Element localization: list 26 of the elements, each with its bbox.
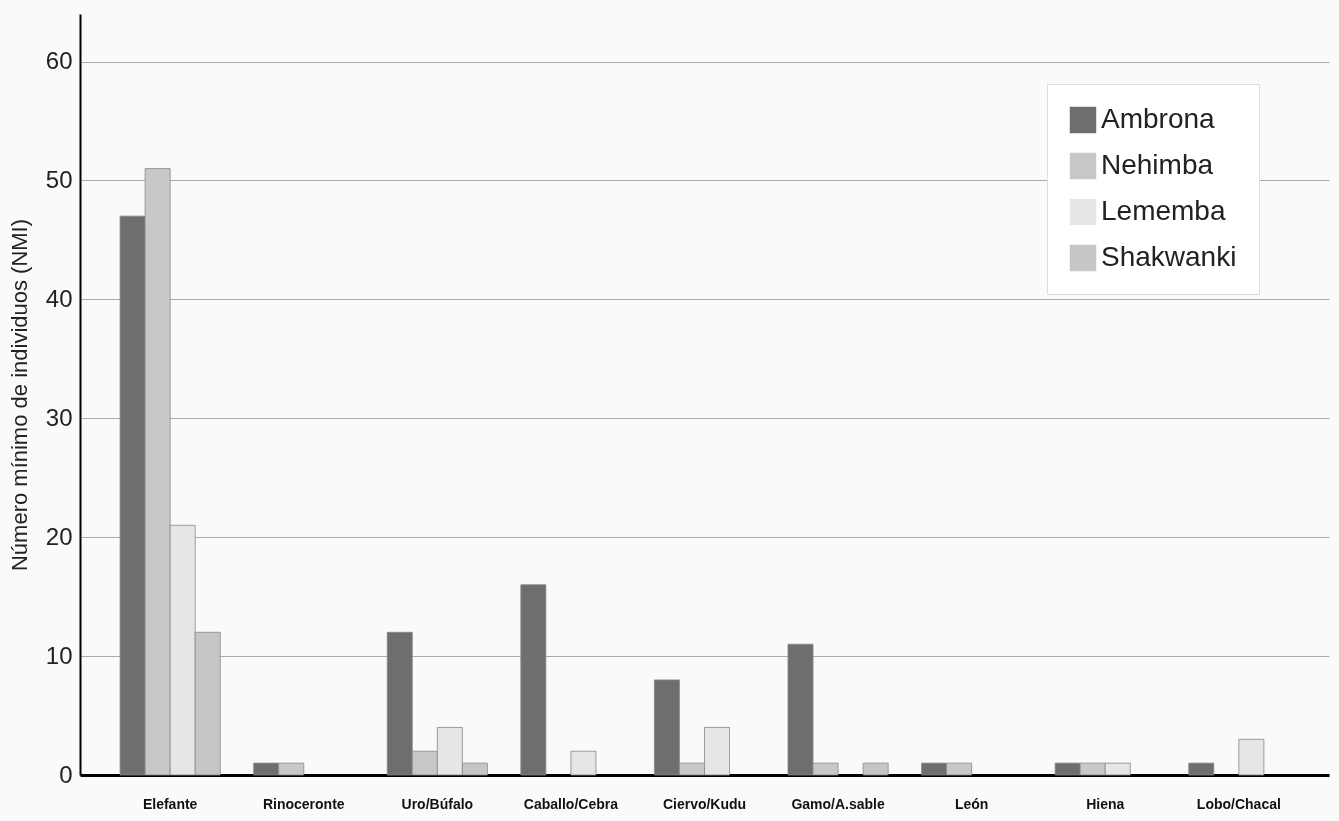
x-tick-label: Lobo/Chacal <box>1196 795 1281 812</box>
legend-label: Lememba <box>1101 195 1226 226</box>
y-tick-label: 40 <box>45 284 73 312</box>
y-tick-label: 60 <box>45 47 73 75</box>
y-tick-label: 30 <box>45 403 73 431</box>
x-tick-label: Uro/Búfalo <box>401 795 474 812</box>
bar <box>1188 762 1215 776</box>
x-tick-label: Ciervo/Kudu <box>662 795 747 812</box>
x-tick-label: Gamo/A.sable <box>791 795 885 812</box>
legend-label: Shakwanki <box>1101 241 1237 272</box>
bar <box>520 584 547 776</box>
y-tick-label: 10 <box>45 641 73 669</box>
y-tick-label: 20 <box>45 522 73 550</box>
x-tick-label: Hiena <box>1086 795 1125 812</box>
x-tick-label: Elefante <box>142 795 198 812</box>
y-axis-title: Número mínimo de individuos (NMI) <box>6 218 32 572</box>
bar <box>1238 738 1265 776</box>
y-tick-label: 50 <box>45 165 73 193</box>
y-tick-label: 0 <box>59 760 73 788</box>
x-tick-label: León <box>954 795 989 812</box>
legend-label: Nehimba <box>1101 149 1214 180</box>
bar <box>570 750 597 776</box>
legend-label: Ambrona <box>1101 103 1216 134</box>
bar <box>862 762 889 776</box>
x-tick-label: Caballo/Cebra <box>523 795 619 812</box>
x-tick-label: Rinoceronte <box>262 795 345 812</box>
